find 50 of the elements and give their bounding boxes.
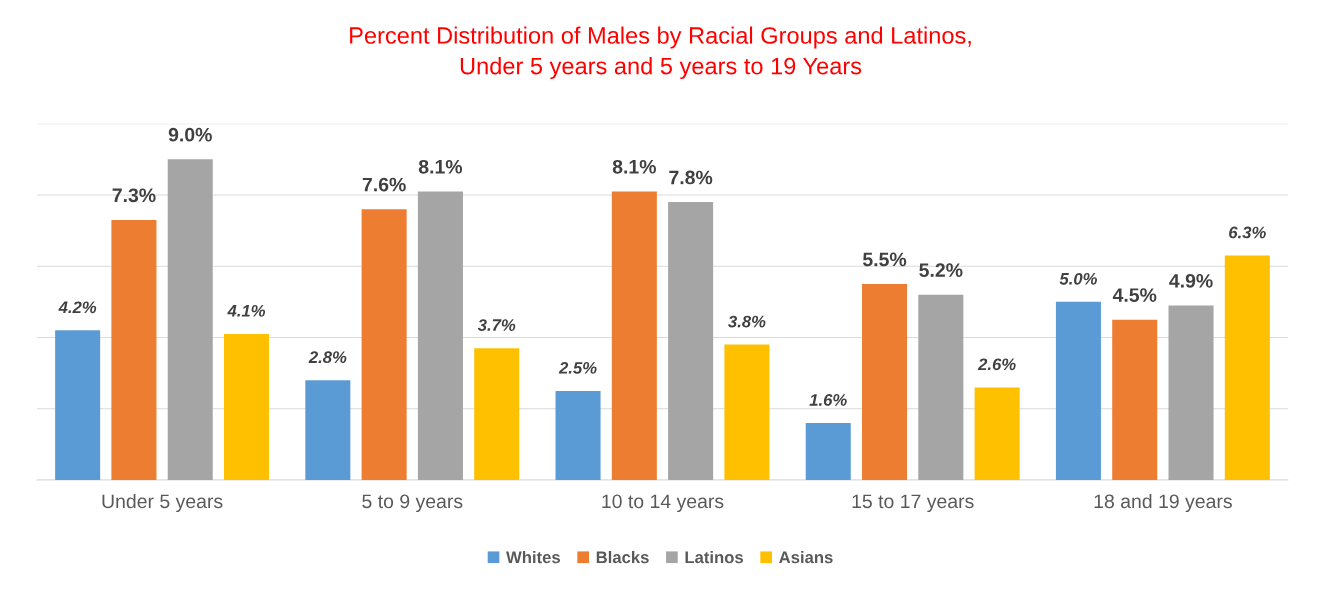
bar (668, 202, 714, 481)
x-tick-label: Under 5 years (102, 493, 223, 513)
bar (862, 284, 908, 481)
data-label: 4.1% (227, 305, 266, 317)
bar (417, 191, 463, 481)
data-label: 1.6% (809, 394, 847, 406)
bar (167, 159, 213, 481)
legend-label: Asians (779, 550, 833, 564)
x-tick-label: 15 to 17 years (852, 494, 974, 513)
data-label: 5.0% (1059, 272, 1097, 285)
data-label: 8.1% (612, 159, 656, 174)
legend-label: Latinos (685, 550, 743, 564)
x-tick-label: 10 to 14 years (602, 494, 724, 513)
x-tick-label: 5 to 9 years (362, 494, 463, 513)
x-tick-label: 18 and 19 years (1094, 493, 1232, 513)
legend-label: Blacks (596, 550, 649, 564)
data-label: 7.6% (362, 177, 406, 192)
chart-title: Percent Distribution of Males by Racial Groups and Latinos, Under 5 years and 5 years to 19 Years (350, 26, 971, 80)
data-label: 4.9% (1169, 273, 1213, 288)
data-label: 6.3% (1229, 226, 1266, 239)
legend-label: Whites (506, 550, 560, 564)
data-label: 9.0% (168, 127, 212, 142)
data-label: 7.3% (112, 188, 156, 203)
bar (974, 387, 1020, 481)
bar (1224, 255, 1270, 481)
bar (805, 423, 851, 481)
bar (305, 380, 351, 481)
data-label: 3.7% (477, 319, 516, 331)
data-label: 5.5% (862, 252, 907, 267)
data-label: 5.2% (919, 263, 963, 277)
bar (555, 390, 601, 481)
bar (55, 330, 101, 481)
data-label: 2.6% (977, 358, 1016, 371)
bar (1055, 301, 1101, 481)
bar (724, 344, 770, 481)
bar (1112, 319, 1158, 481)
bar (224, 333, 270, 481)
data-label: 7.8% (669, 170, 713, 185)
bar (918, 294, 964, 481)
bar (361, 209, 407, 481)
data-label: 3.8% (728, 315, 766, 328)
data-label: 2.8% (308, 351, 347, 364)
data-label: 2.5% (558, 361, 597, 374)
bar (474, 348, 520, 481)
bar (611, 191, 657, 481)
data-label: 8.1% (418, 159, 463, 174)
data-label: 4.5% (1112, 288, 1157, 302)
data-label: 4.2% (58, 301, 97, 314)
bar (111, 219, 157, 481)
bar (1168, 305, 1214, 481)
